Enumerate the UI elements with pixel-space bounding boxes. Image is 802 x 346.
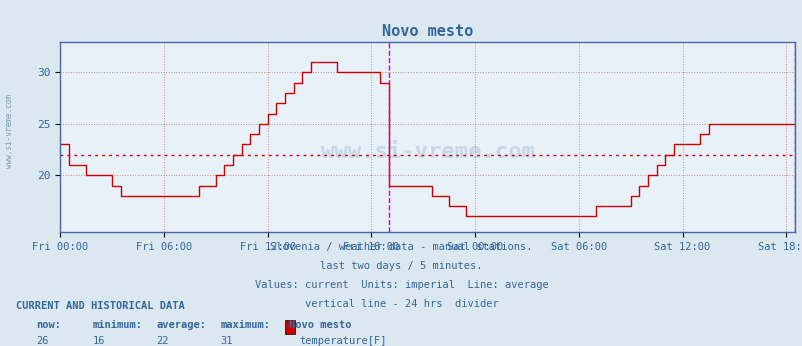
- Text: Values: current  Units: imperial  Line: average: Values: current Units: imperial Line: av…: [254, 280, 548, 290]
- Title: Novo mesto: Novo mesto: [382, 24, 472, 39]
- Text: minimum:: minimum:: [92, 320, 142, 330]
- Text: 22: 22: [156, 336, 169, 346]
- Text: www.si-vreme.com: www.si-vreme.com: [5, 94, 14, 169]
- Text: Slovenia / weather data - manual stations.: Slovenia / weather data - manual station…: [270, 242, 532, 252]
- Text: CURRENT AND HISTORICAL DATA: CURRENT AND HISTORICAL DATA: [16, 301, 184, 311]
- Text: 16: 16: [92, 336, 105, 346]
- Text: average:: average:: [156, 320, 206, 330]
- Text: www.si-vreme.com: www.si-vreme.com: [320, 142, 534, 162]
- Text: temperature[F]: temperature[F]: [299, 336, 387, 346]
- Text: maximum:: maximum:: [221, 320, 270, 330]
- Text: 26: 26: [36, 336, 49, 346]
- Text: Novo mesto: Novo mesto: [289, 320, 351, 330]
- Text: last two days / 5 minutes.: last two days / 5 minutes.: [320, 261, 482, 271]
- Text: vertical line - 24 hrs  divider: vertical line - 24 hrs divider: [304, 299, 498, 309]
- Text: 31: 31: [221, 336, 233, 346]
- Text: now:: now:: [36, 320, 61, 330]
